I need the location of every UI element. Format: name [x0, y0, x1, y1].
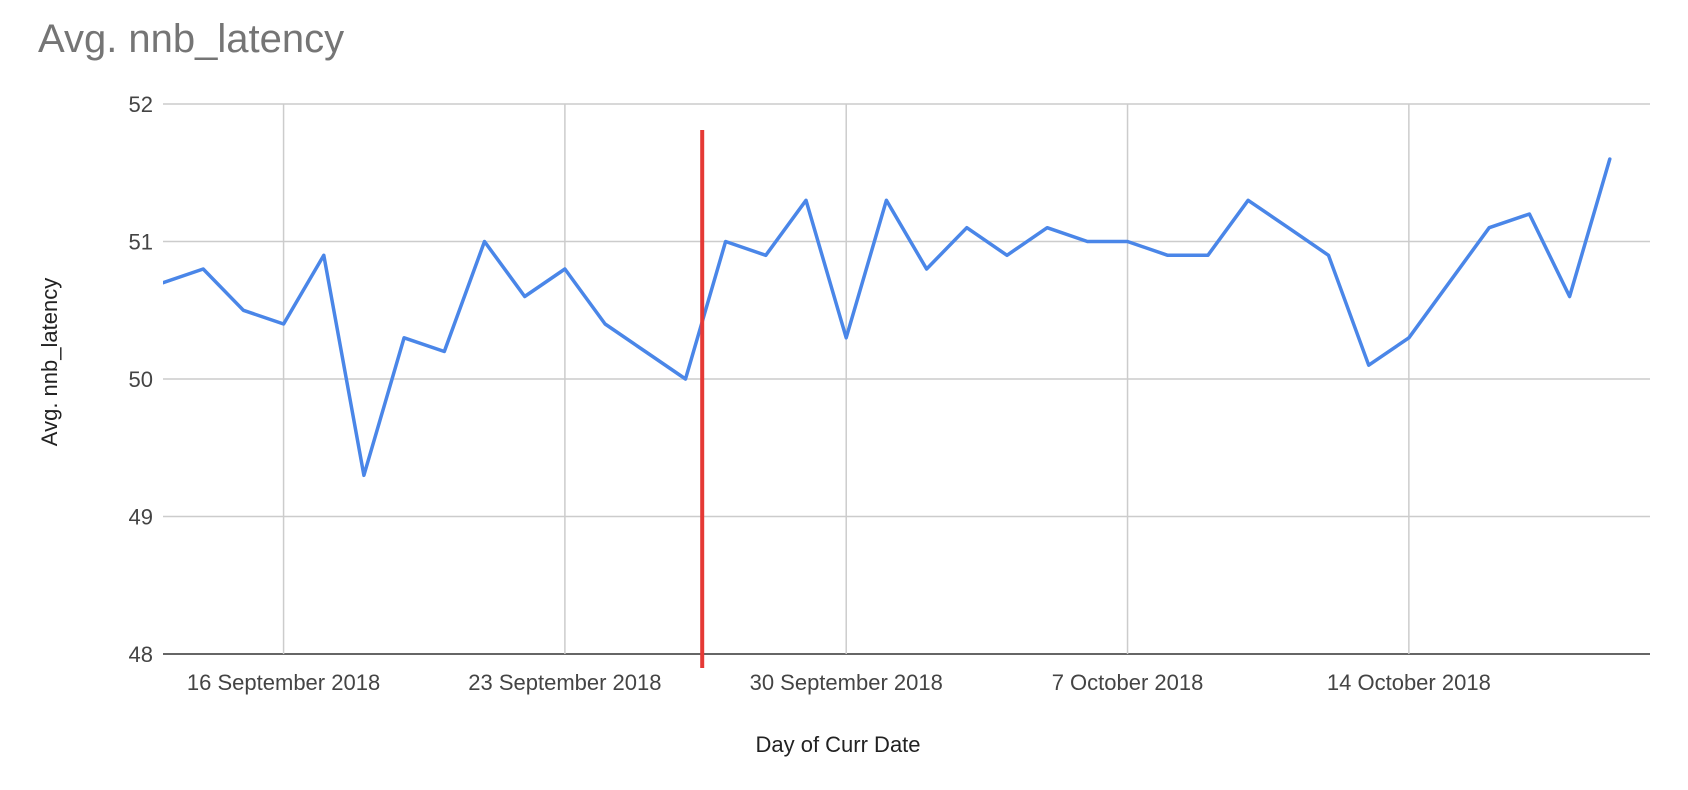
x-tick-label: 14 October 2018: [1327, 670, 1491, 695]
x-tick-label: 16 September 2018: [187, 670, 380, 695]
x-axis-ticks: 16 September 2018 23 September 2018 30 Sep…: [187, 670, 1491, 695]
y-tick-label: 48: [129, 642, 153, 667]
x-tick-label: 7 October 2018: [1052, 670, 1204, 695]
x-tick-label: 23 September 2018: [468, 670, 661, 695]
x-tick-label: 30 September 2018: [750, 670, 943, 695]
y-tick-label: 49: [129, 505, 153, 530]
y-axis-title: Avg. nnb_latency: [37, 278, 62, 446]
y-axis-ticks: 48 49 50 51 52: [129, 92, 153, 667]
grid: [163, 104, 1650, 654]
y-tick-label: 50: [129, 367, 153, 392]
x-axis-title: Day of Curr Date: [755, 732, 920, 757]
series: [163, 159, 1610, 475]
y-tick-label: 51: [129, 230, 153, 255]
series-layer: [163, 159, 1610, 475]
y-tick-label: 52: [129, 92, 153, 117]
series-line: [163, 159, 1610, 475]
chart-title: Avg. nnb_latency: [38, 17, 344, 61]
